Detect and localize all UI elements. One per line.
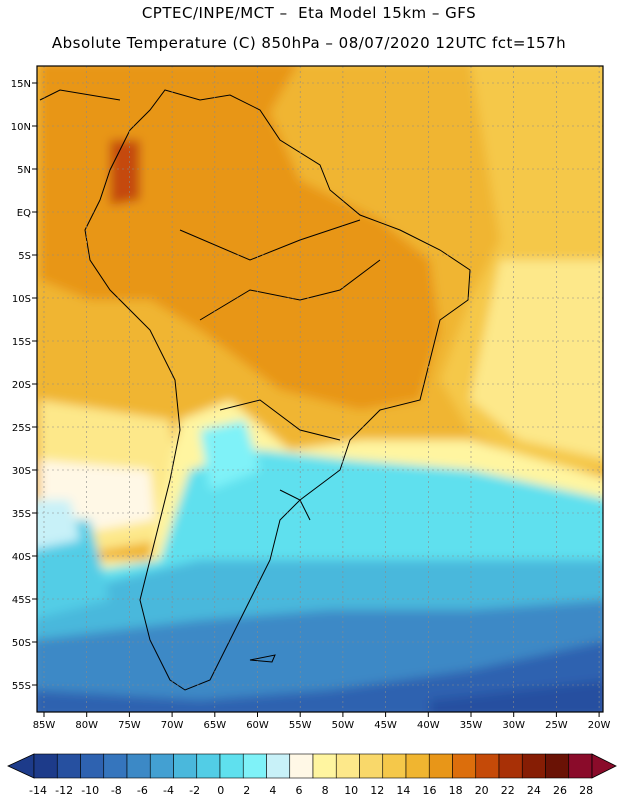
colorbar-label: 20 (475, 784, 489, 797)
lon-tick-label: 25W (545, 720, 568, 731)
colorbar-label: -12 (55, 784, 73, 797)
lat-tick-label: 5S (18, 251, 31, 262)
colorbar-label: -14 (29, 784, 47, 797)
colorbar-swatch (242, 753, 267, 779)
colorbar-swatch (568, 753, 593, 779)
lat-tick-label: 30S (12, 466, 31, 477)
longitude-axis: 85W 80W 75W 70W 65W 60W 55W 50W 45W 40W 35W 30W 25W 2… (33, 712, 611, 731)
lat-tick-label: 10S (12, 294, 31, 305)
colorbar-max-arrow (591, 753, 617, 779)
colorbar-swatch (149, 753, 174, 779)
colorbar-label: 12 (370, 784, 384, 797)
colorbar-swatch (452, 753, 477, 779)
colorbar-swatch (173, 753, 198, 779)
colorbar-label: 0 (217, 784, 224, 797)
lon-tick-label: 30W (502, 720, 525, 731)
colorbar-label: 14 (396, 784, 410, 797)
colorbar-swatch (126, 753, 151, 779)
colorbar-swatch (545, 753, 570, 779)
colorbar-label: 22 (501, 784, 515, 797)
colorbar-label: 10 (344, 784, 358, 797)
colorbar-swatch (266, 753, 291, 779)
colorbar-swatch (335, 753, 360, 779)
lat-tick-label: 25S (12, 423, 31, 434)
lat-tick-label: EQ (17, 208, 31, 219)
lon-tick-label: 45W (374, 720, 397, 731)
colorbar: -14 -12 -10 -8 -6 -4 -2 0 2 4 6 8 10 12 14 16 18 20 22 24 26… (7, 753, 617, 797)
lon-tick-label: 20W (588, 720, 611, 731)
colorbar-label: 16 (423, 784, 437, 797)
graticule (37, 66, 603, 712)
lat-tick-label: 55S (12, 681, 31, 692)
colorbar-swatch (103, 753, 128, 779)
title-line-1: CPTEC/INPE/MCT – Eta Model 15km – GFS (141, 4, 477, 22)
lon-tick-label: 60W (246, 720, 269, 731)
temperature-field (37, 66, 603, 712)
colorbar-swatch (312, 753, 337, 779)
colorbar-swatch (359, 753, 384, 779)
lon-tick-label: 75W (118, 720, 141, 731)
colorbar-swatch (428, 753, 453, 779)
colorbar-label: 26 (553, 784, 567, 797)
colorbar-swatch (196, 753, 221, 779)
colorbar-label: 2 (243, 784, 250, 797)
lon-tick-label: 55W (289, 720, 312, 731)
lat-tick-label: 40S (12, 552, 31, 563)
lat-tick-label: 20S (12, 380, 31, 391)
colorbar-label: 6 (296, 784, 303, 797)
lat-tick-label: 15S (12, 337, 31, 348)
lat-tick-label: 5N (17, 165, 31, 176)
colorbar-swatch (56, 753, 81, 779)
colorbar-swatch (405, 753, 430, 779)
map-frame (36, 65, 604, 713)
colorbar-label: 18 (449, 784, 463, 797)
lat-tick-label: 50S (12, 638, 31, 649)
colorbar-label: -8 (111, 784, 122, 797)
colorbar-swatch (521, 753, 546, 779)
colorbar-swatch (80, 753, 105, 779)
lon-tick-label: 70W (161, 720, 184, 731)
colorbar-label: 28 (579, 784, 593, 797)
lon-tick-label: 80W (75, 720, 98, 731)
colorbar-swatch (289, 753, 314, 779)
lon-tick-label: 65W (203, 720, 226, 731)
title-line-2: Absolute Temperature (C) 850hPa – 08/07/… (51, 34, 567, 52)
colorbar-swatch (219, 753, 244, 779)
colorbar-label: -2 (189, 784, 200, 797)
lat-tick-label: 15N (11, 79, 31, 90)
colorbar-label: -6 (137, 784, 148, 797)
lon-tick-label: 35W (460, 720, 483, 731)
colorbar-swatch (33, 753, 58, 779)
lat-tick-label: 35S (12, 509, 31, 520)
colorbar-label: 4 (269, 784, 276, 797)
coastline (39, 89, 471, 691)
colorbar-swatch (498, 753, 523, 779)
lon-tick-label: 85W (33, 720, 56, 731)
lon-tick-label: 40W (417, 720, 440, 731)
lon-tick-label: 50W (332, 720, 355, 731)
colorbar-label: 24 (527, 784, 541, 797)
colorbar-label: 8 (322, 784, 329, 797)
lat-tick-label: 10N (11, 122, 31, 133)
latitude-axis: 15N 10N 5N EQ 5S 10S 15S 20S 25S 30S 35S 40S 45S 50S 5… (11, 79, 37, 692)
colorbar-label: -10 (81, 784, 99, 797)
colorbar-label: -4 (163, 784, 174, 797)
colorbar-swatch (475, 753, 500, 779)
colorbar-swatch (382, 753, 407, 779)
colorbar-min-arrow (7, 753, 35, 779)
lat-tick-label: 45S (12, 595, 31, 606)
